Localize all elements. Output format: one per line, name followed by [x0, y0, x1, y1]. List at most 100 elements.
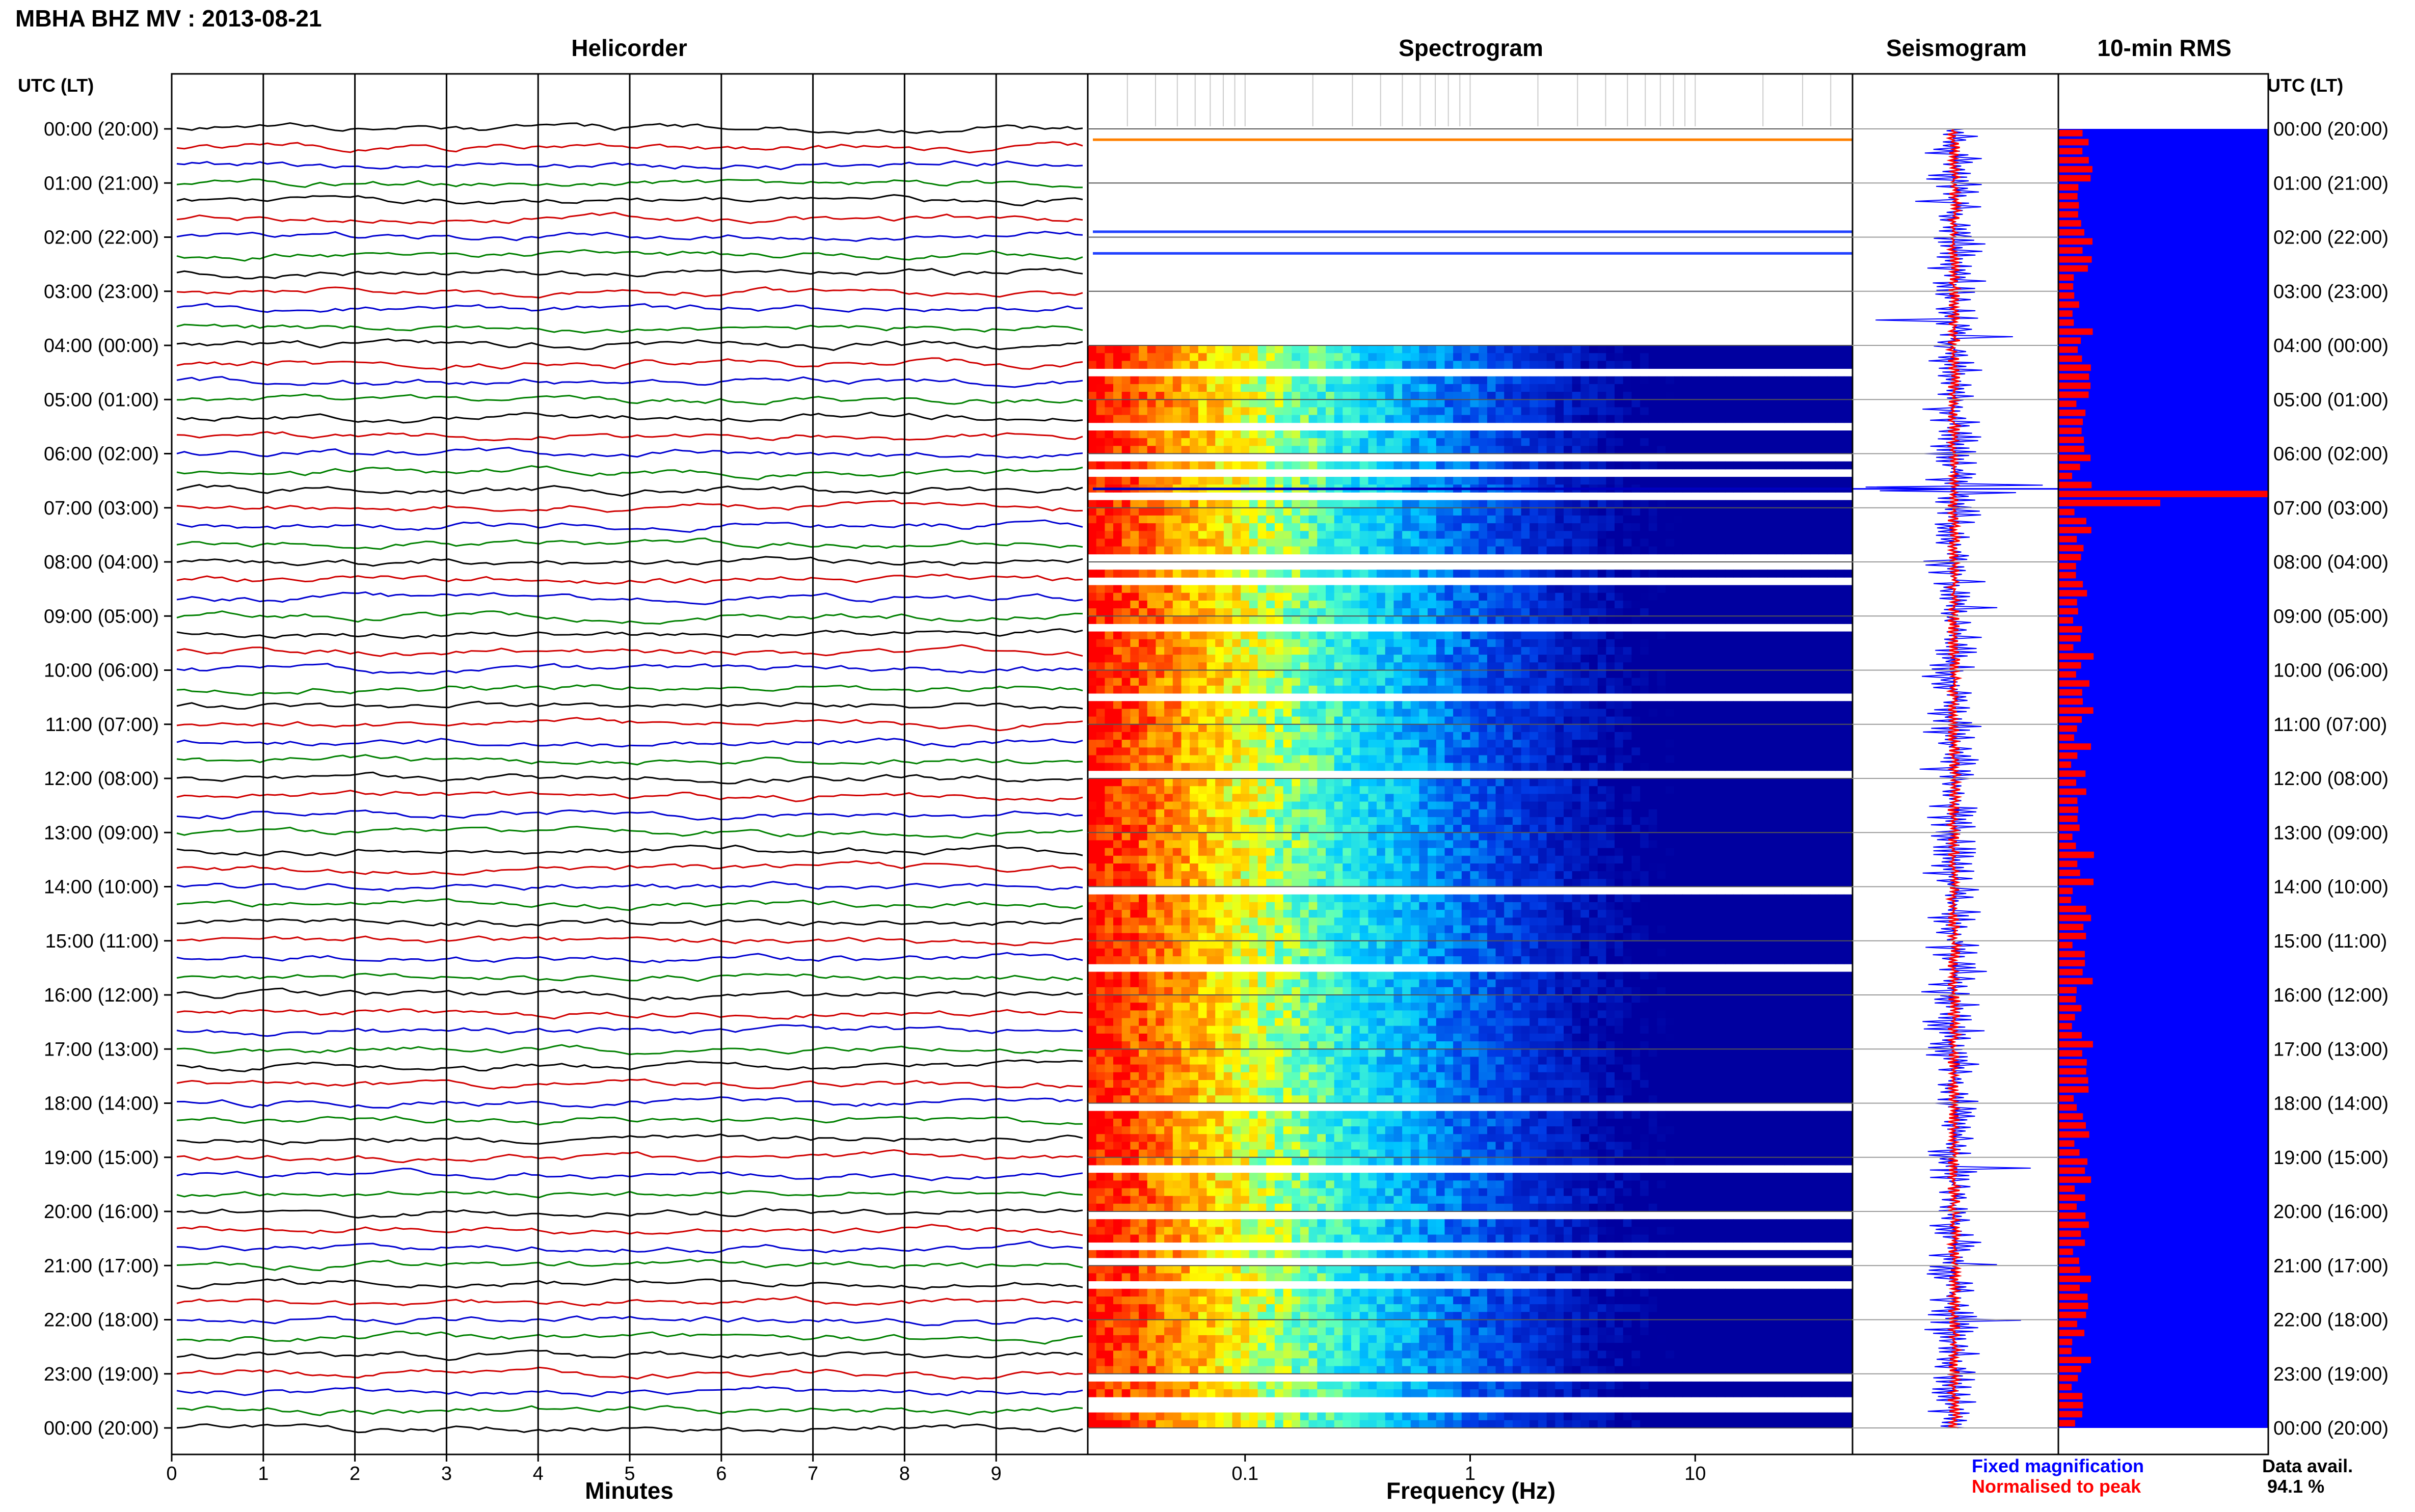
spectrogram-cell — [1649, 585, 1657, 593]
spectrogram-cell — [1402, 724, 1411, 733]
spectrogram-cell — [1351, 345, 1360, 354]
spectrogram-cell — [1105, 430, 1113, 439]
spectrogram-cell — [1521, 593, 1530, 601]
spectrogram-cell — [1164, 430, 1173, 439]
spectrogram-cell — [1496, 407, 1505, 415]
spectrogram-cell — [1182, 809, 1190, 818]
spectrogram-cell — [1139, 415, 1147, 423]
spectrogram-cell — [1360, 500, 1369, 508]
spectrogram-cell — [1334, 508, 1343, 516]
spectrogram-cell — [1309, 732, 1318, 740]
spectrogram-cell — [1462, 601, 1470, 609]
spectrogram-cell — [1547, 825, 1555, 833]
spectrogram-cell — [1215, 840, 1224, 848]
spectrogram-cell — [1589, 632, 1598, 640]
spectrogram-cell — [1470, 585, 1479, 593]
spectrogram-cell — [1113, 817, 1122, 825]
spectrogram-cell — [1249, 500, 1258, 508]
spectrogram-cell — [1521, 662, 1530, 670]
spectrogram-cell — [1445, 724, 1454, 733]
spectrogram-cell — [1674, 392, 1683, 400]
spectrogram-cell — [1640, 399, 1649, 408]
spectrogram-cell — [1725, 585, 1734, 593]
spectrogram-cell — [1606, 662, 1615, 670]
spectrogram-cell — [1606, 415, 1615, 423]
spectrogram-cell — [1309, 632, 1318, 640]
spectrogram-cell — [1640, 647, 1649, 655]
spectrogram-cell — [1682, 724, 1691, 733]
spectrogram-cell — [1130, 407, 1139, 415]
spectrogram-cell — [1139, 755, 1147, 764]
spectrogram-cell — [1326, 848, 1334, 856]
spectrogram-cell — [1538, 732, 1547, 740]
spectrogram-cell — [1224, 415, 1232, 423]
spectrogram-cell — [1419, 732, 1428, 740]
spectrogram-cell — [1496, 345, 1505, 354]
spectrogram-cell — [1564, 717, 1572, 725]
spectrogram-cell — [1810, 639, 1819, 647]
spectrogram-cell — [1258, 407, 1267, 415]
spectrogram-cell — [1631, 415, 1640, 423]
spectrogram-cell — [1580, 840, 1589, 848]
spectrogram-cell — [1666, 462, 1674, 470]
spectrogram-cell — [1334, 701, 1343, 709]
spectrogram-cell — [1691, 376, 1700, 385]
spectrogram-cell — [1436, 601, 1445, 609]
spectrogram-cell — [1402, 740, 1411, 748]
spectrogram-cell — [1088, 539, 1096, 547]
spectrogram-cell — [1258, 438, 1267, 446]
spectrogram-cell — [1631, 763, 1640, 771]
spectrogram-cell — [1530, 747, 1538, 755]
spectrogram-cell — [1122, 353, 1131, 361]
spectrogram-cell — [1292, 616, 1300, 624]
spectrogram-cell — [1691, 585, 1700, 593]
spectrogram-cell — [1343, 755, 1351, 764]
spectrogram-cell — [1428, 632, 1436, 640]
spectrogram-cell — [1360, 415, 1369, 423]
spectrogram-cell — [1156, 724, 1164, 733]
spectrogram-cell — [1139, 361, 1147, 369]
spectrogram-cell — [1190, 825, 1198, 833]
spectrogram-cell — [1300, 508, 1309, 516]
spectrogram-cell — [1742, 446, 1751, 454]
spectrogram-cell — [1631, 446, 1640, 454]
spectrogram-cell — [1411, 825, 1419, 833]
spectrogram-cell — [1122, 508, 1131, 516]
spectrogram-cell — [1173, 438, 1182, 446]
spectrogram-cell — [1700, 809, 1708, 818]
spectrogram-cell — [1776, 392, 1785, 400]
spectrogram-cell — [1207, 825, 1216, 833]
spectrogram-cell — [1844, 415, 1853, 423]
spectrogram-cell — [1343, 740, 1351, 748]
spectrogram-cell — [1751, 802, 1759, 810]
spectrogram-cell — [1377, 678, 1385, 686]
spectrogram-cell — [1096, 361, 1105, 369]
spectrogram-cell — [1258, 632, 1267, 640]
spectrogram-cell — [1479, 430, 1487, 439]
spectrogram-cell — [1334, 438, 1343, 446]
spectrogram-cell — [1767, 802, 1776, 810]
spectrogram-cell — [1241, 345, 1249, 354]
spectrogram-cell — [1385, 376, 1394, 385]
spectrogram-cell — [1521, 608, 1530, 616]
spectrogram-cell — [1631, 778, 1640, 787]
spectrogram-cell — [1793, 662, 1802, 670]
spectrogram-cell — [1538, 794, 1547, 802]
spectrogram-cell — [1173, 446, 1182, 454]
spectrogram-cell — [1326, 399, 1334, 408]
spectrogram-cell — [1309, 709, 1318, 717]
spectrogram-cell — [1096, 709, 1105, 717]
spectrogram-cell — [1462, 438, 1470, 446]
spectrogram-cell — [1266, 430, 1275, 439]
spectrogram-cell — [1547, 662, 1555, 670]
spectrogram-cell — [1402, 786, 1411, 794]
spectrogram-cell — [1419, 430, 1428, 439]
spectrogram-cell — [1572, 786, 1581, 794]
spectrogram-cell — [1139, 608, 1147, 616]
spectrogram-cell — [1283, 647, 1292, 655]
spectrogram-cell — [1589, 763, 1598, 771]
spectrogram-cell — [1258, 361, 1267, 369]
spectrogram-cell — [1445, 570, 1454, 578]
spectrogram-cell — [1810, 446, 1819, 454]
spectrogram-cell — [1275, 531, 1283, 539]
